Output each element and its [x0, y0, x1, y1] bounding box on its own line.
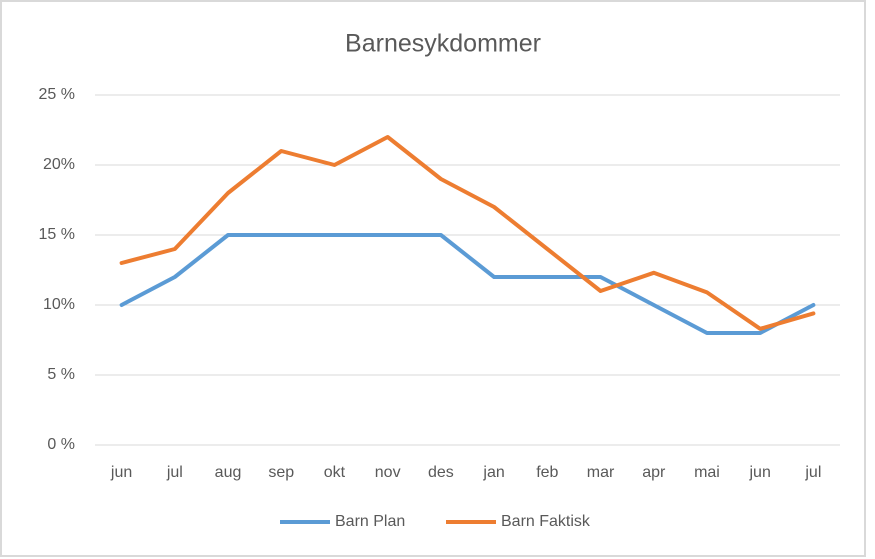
- series-line: [119, 135, 816, 331]
- y-tick-label: 25 %: [39, 86, 75, 103]
- x-tick-label: feb: [536, 464, 558, 481]
- x-tick-label: jan: [482, 464, 504, 481]
- x-tick-label: nov: [375, 464, 401, 481]
- series-line: [119, 233, 816, 335]
- x-tick-label: aug: [215, 464, 242, 481]
- x-tick-label: mai: [694, 464, 720, 481]
- x-tick-label: apr: [642, 464, 666, 481]
- x-tick-label: okt: [324, 464, 346, 481]
- legend-label: Barn Faktisk: [501, 513, 591, 530]
- x-tick-label: jul: [804, 464, 821, 481]
- x-tick-label: jun: [110, 464, 132, 481]
- x-tick-label: mar: [587, 464, 615, 481]
- x-tick-label: des: [428, 464, 454, 481]
- y-tick-label: 0 %: [47, 436, 75, 453]
- y-tick-label: 15 %: [39, 226, 75, 243]
- y-tick-label: 20%: [43, 156, 75, 173]
- y-tick-label: 5 %: [47, 366, 75, 383]
- y-tick-label: 10%: [43, 296, 75, 313]
- x-tick-label: jul: [166, 464, 183, 481]
- x-tick-label: jun: [748, 464, 770, 481]
- chart-title: Barnesykdommer: [345, 30, 541, 58]
- legend-label: Barn Plan: [335, 513, 405, 530]
- x-tick-label: sep: [268, 464, 294, 481]
